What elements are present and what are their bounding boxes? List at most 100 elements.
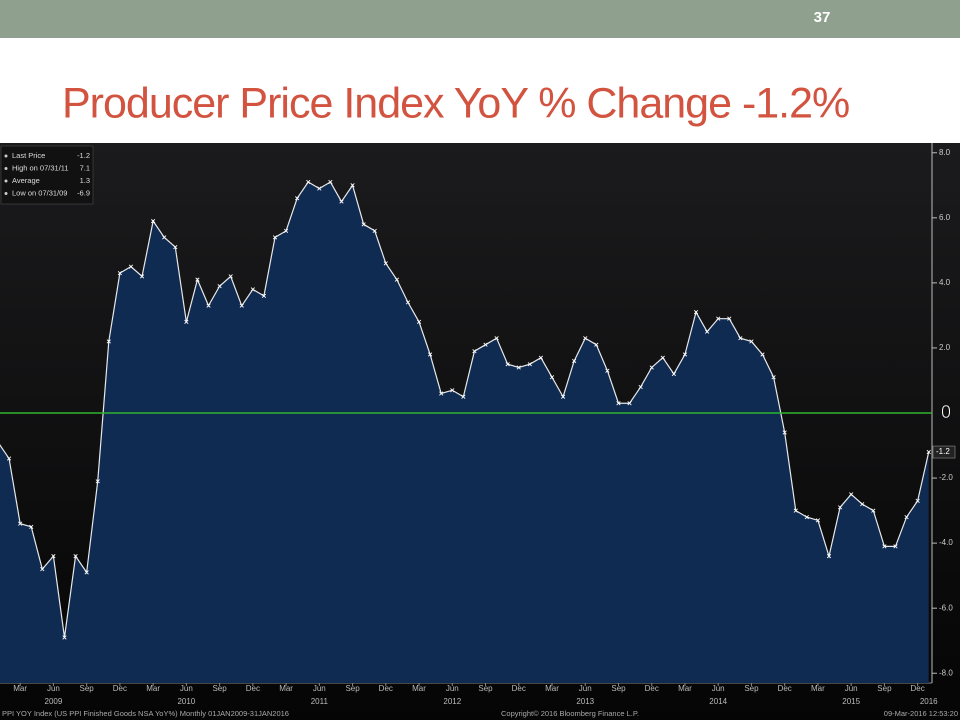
data-point <box>494 336 499 341</box>
page-number: 37 <box>814 9 831 26</box>
x-tick-label: Dec <box>778 684 792 693</box>
year-label: 2014 <box>709 697 727 706</box>
footer-right: 09-Mar-2016 12:53:20 <box>884 709 958 718</box>
data-point <box>339 199 344 204</box>
data-point <box>51 554 56 559</box>
year-label: 2012 <box>443 697 461 706</box>
y-tick-label: -6.0 <box>939 603 953 612</box>
data-point <box>95 479 100 484</box>
data-point <box>782 430 787 435</box>
slide-title: Producer Price Index YoY % Change -1.2% <box>62 79 849 127</box>
x-tick-label: Dec <box>246 684 260 693</box>
data-point <box>560 394 566 399</box>
data-point <box>62 635 67 640</box>
data-point <box>627 401 632 406</box>
data-point <box>594 342 599 347</box>
x-tick-label: Dec <box>645 684 659 693</box>
data-point <box>804 514 809 520</box>
legend-label: Low on 07/31/09 <box>12 188 67 197</box>
data-point <box>6 456 12 461</box>
x-tick-label: Sep <box>877 684 892 693</box>
legend-marker <box>4 167 8 170</box>
last-price-label: -1.2 <box>936 447 950 456</box>
year-label: 2011 <box>311 697 329 706</box>
legend-label: High on 07/31/11 <box>12 163 69 172</box>
data-point <box>428 352 433 357</box>
legend-marker <box>4 192 8 195</box>
data-point <box>693 310 699 315</box>
data-point <box>261 293 267 299</box>
x-tick-label: Sep <box>744 684 759 693</box>
x-tick-label: Sep <box>345 684 360 693</box>
data-point <box>893 544 898 549</box>
data-point <box>527 362 532 367</box>
data-point <box>117 271 122 276</box>
data-point <box>461 394 466 399</box>
data-point <box>837 505 843 510</box>
area-fill <box>0 182 929 683</box>
data-point <box>882 544 887 549</box>
data-point <box>483 342 488 347</box>
data-point <box>738 336 743 341</box>
data-point <box>516 365 521 370</box>
year-label: 2015 <box>842 697 860 706</box>
data-point <box>306 179 311 185</box>
data-point <box>826 554 832 559</box>
data-point <box>73 554 78 559</box>
data-point <box>549 375 555 380</box>
y-tick-label: 6.0 <box>939 213 951 222</box>
x-tick-label: Mar <box>146 684 160 693</box>
x-tick-label: Mar <box>545 684 559 693</box>
data-point <box>162 235 167 240</box>
data-point <box>40 567 45 572</box>
last-price-tag <box>932 445 956 459</box>
y-tick-label: 2.0 <box>939 343 951 352</box>
data-point <box>128 264 134 269</box>
data-point <box>638 384 643 390</box>
data-point <box>660 355 665 360</box>
data-point <box>228 274 233 279</box>
y-tick-label: -4.0 <box>939 538 953 547</box>
data-point <box>616 401 621 406</box>
x-tick-label: Mar <box>13 684 27 693</box>
data-point <box>682 352 688 357</box>
data-point <box>572 358 577 364</box>
x-tick-label: Sep <box>80 684 95 693</box>
data-point <box>239 303 244 308</box>
data-point <box>871 508 876 513</box>
data-point <box>383 261 388 266</box>
x-tick-label: Mar <box>279 684 293 693</box>
y-tick-label: 8.0 <box>939 148 951 157</box>
data-point <box>295 196 300 201</box>
data-point <box>372 228 377 233</box>
data-point <box>405 300 411 305</box>
year-label: 2016 <box>920 697 938 706</box>
x-tick-label: Mar <box>412 684 426 693</box>
legend-value: -1.2 <box>77 151 90 160</box>
data-point <box>139 274 145 279</box>
data-point <box>727 316 732 321</box>
legend-label: Last Price <box>12 151 45 160</box>
legend-value: 7.1 <box>80 163 90 172</box>
data-point <box>29 524 34 529</box>
year-label: 2010 <box>177 697 195 706</box>
data-point <box>450 388 455 393</box>
data-point <box>350 183 355 188</box>
data-point <box>328 179 333 185</box>
legend-value: -6.9 <box>77 188 90 197</box>
data-point <box>860 501 865 507</box>
data-point <box>716 316 721 321</box>
data-point <box>649 365 654 370</box>
data-point <box>538 355 544 360</box>
x-tick-label: Sep <box>212 684 227 693</box>
year-label: 2009 <box>45 697 63 706</box>
data-point <box>184 319 189 325</box>
data-point <box>173 244 178 250</box>
data-point <box>394 277 399 282</box>
x-tick-label: Jun <box>845 684 858 693</box>
data-point <box>416 319 422 325</box>
x-tick-label: Dec <box>113 684 127 693</box>
data-point <box>793 508 798 513</box>
x-tick-label: Jun <box>313 684 326 693</box>
